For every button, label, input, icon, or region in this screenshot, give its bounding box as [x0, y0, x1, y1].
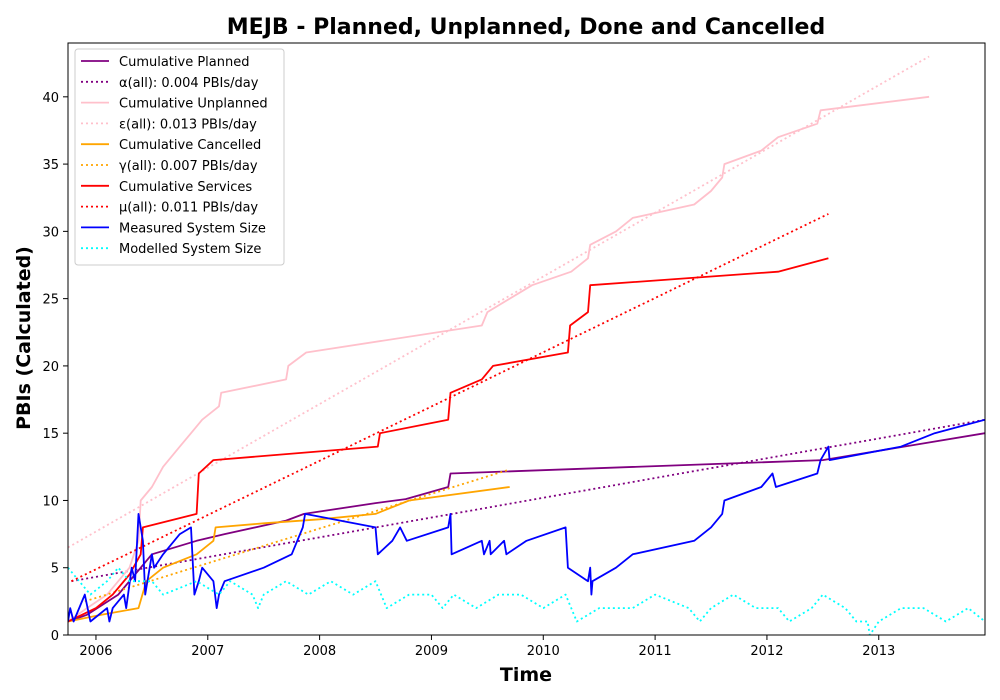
legend-box [74, 48, 285, 266]
plot-area [68, 55, 985, 635]
x-tick-label: 2012 [750, 644, 783, 659]
y-tick-label: 10 [42, 494, 59, 509]
x-axis-ticks: 2006 2007 2008 2009 2010 2011 2012 2013 [79, 635, 895, 659]
x-tick-label: 2011 [639, 644, 672, 659]
y-tick-label: 20 [42, 360, 59, 375]
x-tick-label: 2007 [191, 644, 224, 659]
legend-entry: Cumulative Planned [119, 55, 249, 70]
series-line-6 [68, 257, 829, 623]
y-tick-label: 5 [51, 562, 59, 577]
series-line-3 [68, 55, 930, 549]
series-line-8 [68, 418, 985, 623]
legend-entry: Modelled System Size [119, 242, 261, 257]
y-axis-label: PBIs (Calculated) [13, 246, 35, 430]
x-tick-label: 2010 [527, 644, 560, 659]
series-line-1 [71, 418, 985, 583]
legend-entry: Cumulative Services [119, 180, 252, 195]
legend: Cumulative Planned α(all): 0.004 PBIs/day… [74, 48, 285, 266]
legend-entry: Measured System Size [119, 221, 266, 236]
legend-entry: γ(all): 0.007 PBIs/day [119, 159, 258, 174]
x-axis-label: Time [500, 664, 552, 686]
y-tick-label: 30 [42, 225, 59, 240]
legend-entry: Cumulative Cancelled [119, 138, 261, 153]
y-tick-label: 15 [42, 427, 59, 442]
series-line-4 [68, 486, 510, 623]
y-tick-label: 35 [42, 158, 59, 173]
legend-entry: μ(all): 0.011 PBIs/day [119, 201, 258, 216]
x-tick-label: 2009 [415, 644, 448, 659]
legend-entry: ε(all): 0.013 PBIs/day [119, 117, 257, 132]
legend-entry: Cumulative Unplanned [119, 97, 268, 112]
series-line-7 [71, 213, 829, 583]
x-tick-label: 2006 [79, 644, 112, 659]
y-tick-label: 25 [42, 293, 59, 308]
chart-title: MEJB - Planned, Unplanned, Done and Canc… [227, 15, 825, 40]
series-line-5 [84, 468, 510, 603]
legend-entry: α(all): 0.004 PBIs/day [119, 76, 259, 91]
y-axis-ticks: 0 5 10 15 20 25 30 35 40 [42, 91, 68, 644]
plot-frame [67, 42, 986, 636]
series-line-9 [68, 566, 985, 635]
series-line-2 [68, 95, 930, 623]
x-tick-label: 2008 [303, 644, 336, 659]
series-line-0 [68, 432, 985, 623]
y-tick-label: 0 [51, 629, 59, 644]
x-tick-label: 2013 [862, 644, 895, 659]
y-tick-label: 40 [42, 91, 59, 106]
